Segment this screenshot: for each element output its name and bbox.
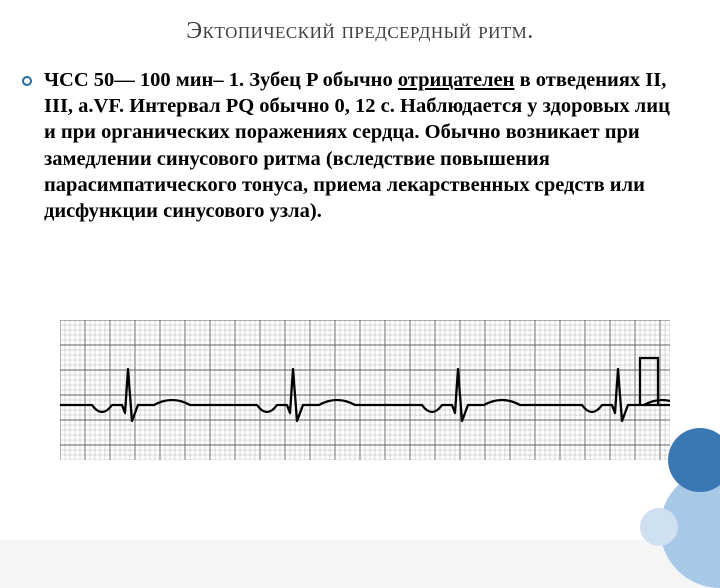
decoration-circle-medium — [668, 428, 720, 492]
body-paragraph: ЧСС 50— 100 мин– 1. Зубец P обычно отриц… — [44, 67, 684, 224]
content-row: ЧСС 50— 100 мин– 1. Зубец P обычно отриц… — [0, 45, 720, 224]
decoration-circle-small — [640, 508, 678, 546]
slide-title: Эктопический предсердный ритм. — [0, 0, 720, 45]
corner-decoration — [600, 420, 720, 540]
slide-container: Эктопический предсердный ритм. ЧСС 50— 1… — [0, 0, 720, 540]
bullet-icon — [22, 76, 32, 86]
ecg-svg — [60, 320, 670, 460]
ecg-chart — [60, 320, 670, 460]
